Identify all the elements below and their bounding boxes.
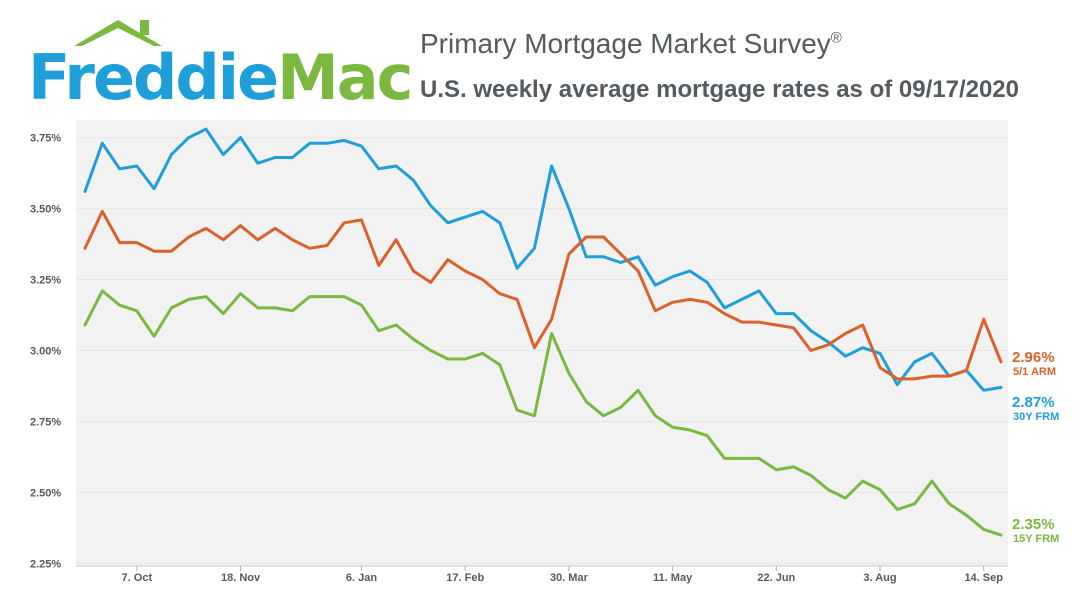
logo-word-mac: Mac: [277, 41, 413, 114]
logo-word-freddie: Freddie: [28, 41, 279, 114]
y-tick-label: 2.75%: [30, 416, 61, 428]
x-tick-label: 6. Jan: [346, 572, 377, 584]
y-tick-label: 3.25%: [30, 275, 61, 287]
survey-title-text: Primary Mortgage Market Survey: [420, 28, 831, 59]
series-line-arm51: [83, 209, 1003, 381]
series-line-frm15: [83, 289, 1003, 537]
y-tick-label: 2.25%: [30, 558, 61, 570]
x-tick-label: 14. Sep: [964, 572, 1003, 584]
x-tick-label: 18. Nov: [221, 572, 261, 584]
x-tick-label: 7. Oct: [122, 572, 153, 584]
end-value-arm51: 2.96%: [1012, 349, 1055, 366]
y-tick-label: 2.50%: [30, 487, 61, 499]
y-tick-label: 3.75%: [30, 133, 61, 145]
y-tick-label: 3.00%: [30, 346, 61, 358]
x-tick-label: 17. Feb: [446, 572, 484, 584]
end-label-frm30: 30Y FRM: [1013, 411, 1059, 423]
x-tick-label: 11. May: [653, 572, 693, 584]
x-tick-label: 30. Mar: [550, 572, 589, 584]
end-value-frm30: 2.87%: [1012, 394, 1055, 411]
chart-subtitle: U.S. weekly average mortgage rates as of…: [420, 76, 1020, 103]
series-line-frm30: [83, 127, 1003, 392]
house-roof-icon: [74, 20, 162, 46]
end-value-frm15: 2.35%: [1012, 516, 1055, 533]
x-tick-label: 22. Jun: [757, 572, 795, 584]
freddie-mac-logo: FreddieMac: [28, 16, 413, 110]
end-label-arm51: 5/1 ARM: [1013, 366, 1056, 378]
end-label-frm15: 15Y FRM: [1013, 533, 1059, 545]
registered-mark: ®: [830, 29, 842, 47]
y-tick-label: 3.50%: [30, 204, 61, 216]
x-tick-label: 3. Aug: [863, 572, 896, 584]
survey-title: Primary Mortgage Market Survey®: [420, 28, 842, 60]
plot-area: [76, 120, 1008, 566]
